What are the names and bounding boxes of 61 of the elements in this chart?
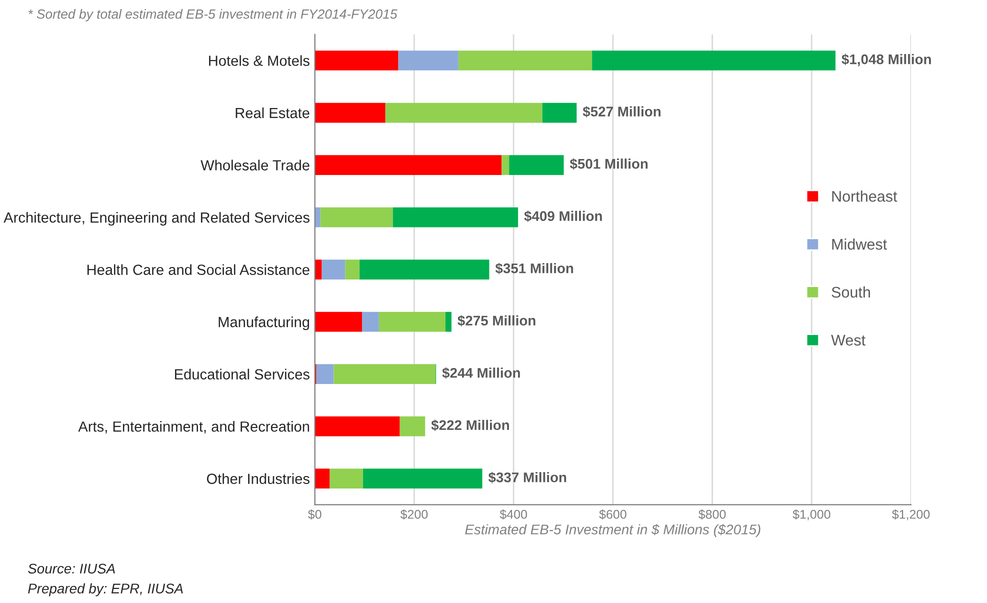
total-label: $527 Million xyxy=(582,106,660,118)
x-tick-label: $0 xyxy=(308,509,322,520)
bar xyxy=(392,207,518,228)
bar xyxy=(314,416,400,436)
bar xyxy=(458,50,592,70)
legend-label: West xyxy=(831,334,866,346)
bar xyxy=(502,155,510,175)
x-axis-title: Estimated EB-5 Investment in $ Millions ($2015) xyxy=(465,524,760,538)
bar xyxy=(314,102,386,123)
y-tick-label: Arts, Entertainment, and Recreation xyxy=(78,421,310,434)
y-tick-label: Architecture, Engineering and Related Services xyxy=(4,212,310,226)
total-label: $222 Million xyxy=(431,420,509,431)
bar xyxy=(398,50,458,70)
bar xyxy=(314,260,322,280)
bar xyxy=(334,364,436,384)
total-label: $244 Million xyxy=(442,367,520,379)
bar xyxy=(314,155,502,175)
bar xyxy=(314,468,330,489)
legend-label: Midwest xyxy=(832,238,887,250)
bar xyxy=(542,102,577,123)
source-note: Source: IIUSA xyxy=(28,564,115,574)
bar xyxy=(330,468,364,489)
bar xyxy=(385,102,542,123)
y-tick-label: Real Estate xyxy=(236,107,310,118)
bar xyxy=(400,416,426,436)
legend-label: Northeast xyxy=(832,190,898,202)
x-tick-label: $200 xyxy=(400,509,428,520)
x-tick-label: $600 xyxy=(599,509,626,520)
total-label: $501 Million xyxy=(570,158,648,170)
bar xyxy=(345,260,360,280)
total-label: $409 Million xyxy=(524,210,602,222)
bar xyxy=(314,50,398,70)
y-tick-label: Educational Services xyxy=(175,368,310,380)
bar xyxy=(316,364,334,384)
y-tick-label: Health Care and Social Assistance xyxy=(87,264,310,275)
bar xyxy=(360,260,490,280)
bar xyxy=(509,155,564,175)
bar xyxy=(314,207,320,228)
bar xyxy=(446,312,452,332)
text: * Sorted by total estimated EB-5 investment in FY2014-FY2015 xyxy=(28,9,398,22)
x-tick-label: $400 xyxy=(500,509,527,520)
total-label: $337 Million xyxy=(488,472,566,484)
bar xyxy=(320,207,393,228)
bar xyxy=(322,260,346,280)
y-tick-label: Wholesale Trade xyxy=(200,160,310,170)
y-tick-label: Hotels & Motels xyxy=(209,55,310,66)
total-label: $275 Million xyxy=(458,315,536,326)
bar xyxy=(362,312,379,332)
bar xyxy=(314,312,362,332)
bar xyxy=(363,468,482,489)
bar xyxy=(592,50,836,70)
bar xyxy=(378,312,446,332)
total-label: $1,048 Million xyxy=(842,54,931,66)
x-tick-label: $1,000 xyxy=(792,509,830,520)
x-tick-label: $800 xyxy=(698,509,726,520)
legend-label: South xyxy=(832,286,870,298)
y-tick-label: Manufacturing xyxy=(218,316,310,330)
x-tick-label: $1,200 xyxy=(892,509,930,520)
total-label: $351 Million xyxy=(495,262,574,274)
text: Prepared by: EPR, IIUSA xyxy=(28,583,183,596)
y-tick-label: Other Industries xyxy=(206,473,310,484)
